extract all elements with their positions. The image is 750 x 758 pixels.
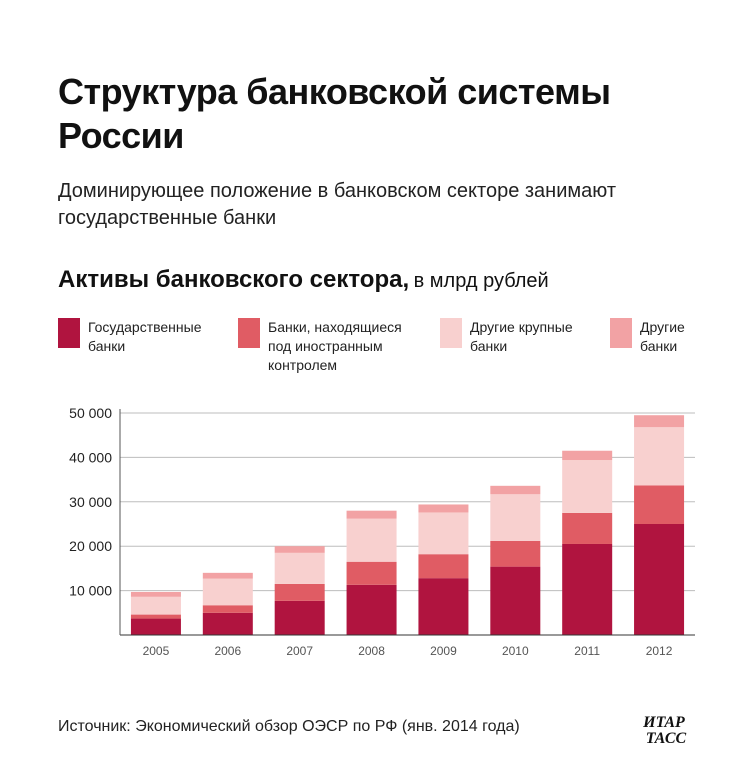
legend-swatch	[610, 318, 632, 348]
bar-segment	[418, 504, 469, 513]
x-tick-label: 2006	[214, 644, 241, 658]
x-tick-label: 2011	[574, 644, 600, 658]
bar-segment	[202, 605, 253, 613]
legend-label: Банки, находящиеся под иностранным контр…	[268, 319, 402, 373]
bar-segment	[562, 450, 613, 461]
legend-swatch	[238, 318, 260, 348]
legend-item-foreign: Банки, находящиеся под иностранным контр…	[238, 318, 402, 375]
legend-item-other: Другие банки	[610, 318, 685, 356]
x-tick-label: 2008	[358, 644, 385, 658]
bar-segment	[130, 596, 181, 615]
y-tick-label: 10 000	[69, 583, 112, 599]
chart-heading: Активы банковского сектора, в млрд рубле…	[58, 266, 718, 294]
logo-line-1: ИТАР	[642, 714, 685, 731]
source-note: Источник: Экономический обзор ОЭСР по РФ…	[58, 718, 520, 735]
bar-segment	[562, 543, 613, 635]
bar-segment	[202, 578, 253, 606]
bar-segment	[490, 494, 541, 541]
legend-swatch	[58, 318, 80, 348]
bar-segment	[490, 566, 541, 635]
x-tick-label: 2007	[286, 644, 313, 658]
bar-segment	[202, 572, 253, 579]
bar-segment	[202, 612, 253, 635]
bar-segment	[418, 512, 469, 555]
bar-segment	[274, 583, 325, 601]
bar-segment	[634, 427, 685, 486]
bar-segment	[346, 561, 397, 585]
bar-segment	[562, 460, 613, 513]
bar-segment	[634, 485, 685, 524]
bar-segment	[274, 552, 325, 584]
bar-segment	[418, 578, 469, 635]
logo-line-2: ТАСС	[646, 730, 687, 746]
bar-segment	[346, 584, 397, 635]
bar-segment	[418, 554, 469, 579]
legend-label: Другие крупные банки	[470, 319, 573, 354]
bar-segment	[346, 510, 397, 519]
bar-segment	[490, 485, 541, 495]
x-tick-label: 2012	[646, 644, 673, 658]
y-tick-label: 20 000	[69, 538, 112, 554]
itar-tass-logo: ИТАР ТАСС	[642, 714, 687, 746]
bar-segment	[130, 591, 181, 597]
bar-segment	[274, 600, 325, 635]
chart-unit: в млрд рублей	[413, 270, 549, 292]
bar-segment	[130, 614, 181, 619]
bar-segment	[130, 618, 181, 635]
y-tick-label: 50 000	[69, 405, 112, 421]
x-tick-label: 2005	[143, 644, 170, 658]
bar-segment	[562, 512, 613, 544]
y-tick-label: 30 000	[69, 494, 112, 510]
bar-segment	[490, 540, 541, 567]
x-tick-label: 2010	[502, 644, 529, 658]
y-tick-label: 40 000	[69, 449, 112, 465]
legend-swatch	[440, 318, 462, 348]
bar-segment	[346, 518, 397, 562]
legend-label: Государственные банки	[88, 319, 202, 354]
x-tick-label: 2009	[430, 644, 457, 658]
page-subtitle: Доминирующее положение в банковском сект…	[58, 180, 616, 229]
chart-title: Активы банковского сектора,	[58, 266, 410, 293]
legend-item-state: Государственные банки	[58, 318, 202, 356]
bar-segment	[634, 415, 685, 428]
bar-segment	[634, 524, 685, 635]
bar-segment	[274, 546, 325, 553]
legend-label: Другие банки	[640, 319, 685, 354]
legend-item-large: Другие крупные банки	[440, 318, 573, 356]
stacked-bar-chart: 10 000 20 000 30 000 40 000 50 000 2005 2006 20…	[69, 405, 695, 658]
page-title: Структура банковской системы России	[58, 71, 611, 156]
